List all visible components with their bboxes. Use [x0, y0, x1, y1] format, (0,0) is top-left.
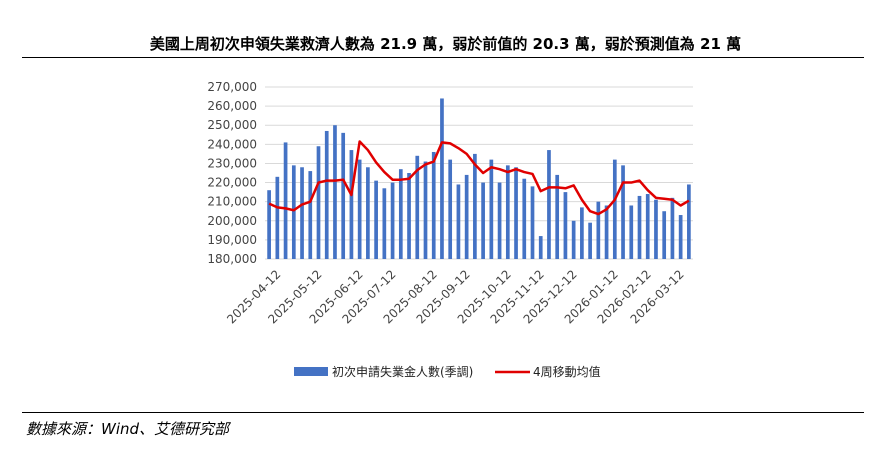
bar — [291, 165, 296, 259]
bar — [662, 211, 667, 259]
bar — [555, 174, 560, 259]
bar — [596, 201, 601, 259]
bar — [530, 186, 535, 259]
bar — [275, 176, 280, 259]
bar — [670, 197, 675, 259]
moving-average-line — [268, 140, 690, 216]
bar — [407, 173, 411, 259]
bar — [473, 153, 477, 259]
y-tick-label: 220,000 — [207, 176, 257, 190]
top-rule — [22, 57, 864, 58]
bar — [522, 178, 527, 259]
y-tick-label: 210,000 — [207, 195, 257, 209]
y-tick-label: 180,000 — [207, 252, 257, 266]
bar — [547, 150, 551, 259]
bar — [505, 165, 510, 259]
bar — [678, 215, 683, 259]
bottom-rule — [22, 412, 864, 413]
bar — [324, 130, 329, 259]
bar — [621, 165, 625, 259]
bar — [308, 171, 313, 259]
legend-bar-label: 初次申請失業金人數(季調) — [332, 364, 473, 379]
bar — [481, 182, 485, 259]
bar — [349, 150, 354, 259]
y-tick-label: 240,000 — [207, 137, 257, 151]
gridlines — [265, 86, 693, 260]
bar — [464, 174, 469, 259]
x-axis: 2025-04-122025-05-122025-06-122025-07-12… — [224, 267, 687, 326]
bar — [390, 182, 395, 259]
y-tick-label: 190,000 — [207, 233, 257, 247]
bar — [300, 167, 304, 259]
y-tick-label: 250,000 — [207, 118, 257, 132]
bar — [538, 236, 543, 259]
chart-title: 美國上周初次申領失業救濟人數為 21.9 萬，弱於前值的 20.3 萬，弱於預測… — [149, 35, 742, 53]
y-tick-label: 270,000 — [207, 80, 257, 94]
bar — [687, 184, 691, 259]
bar — [629, 205, 634, 259]
legend-line-label: 4周移動均值 — [533, 364, 601, 379]
bar — [456, 184, 461, 259]
bar — [333, 125, 337, 259]
bar — [283, 142, 288, 259]
y-tick-label: 200,000 — [207, 214, 257, 228]
legend: 初次申請失業金人數(季調) 4周移動均值 — [294, 364, 601, 379]
bar — [374, 180, 378, 259]
bar — [341, 132, 346, 259]
bar — [366, 167, 370, 259]
y-tick-label: 230,000 — [207, 156, 257, 170]
bar — [514, 167, 518, 259]
bar — [654, 199, 658, 259]
bar — [637, 195, 642, 259]
bar — [357, 159, 362, 259]
y-axis: 180,000 190,000 200,000 210,000 220,000 230,0… — [207, 80, 257, 266]
bar — [612, 159, 617, 259]
bar — [382, 188, 387, 259]
bar — [497, 182, 502, 259]
line-series — [268, 140, 690, 216]
bar — [580, 207, 584, 259]
source-note: 數據來源：Wind、艾德研究部 — [26, 420, 230, 438]
bar — [440, 98, 444, 259]
bar — [645, 194, 650, 259]
bar — [267, 190, 271, 259]
bar — [604, 205, 609, 259]
legend-bar-swatch — [294, 367, 328, 376]
bar — [316, 146, 321, 259]
bar — [431, 151, 436, 259]
bar — [448, 159, 453, 259]
bar — [398, 169, 403, 259]
y-tick-label: 260,000 — [207, 99, 257, 113]
bar — [563, 192, 568, 259]
bar — [571, 220, 576, 259]
bar — [489, 159, 494, 259]
bar-series — [267, 98, 691, 259]
bar — [588, 222, 592, 259]
claims-chart: 180,000 190,000 200,000 210,000 220,000 230,0… — [207, 80, 693, 379]
bar — [415, 155, 420, 259]
bar — [423, 161, 428, 259]
